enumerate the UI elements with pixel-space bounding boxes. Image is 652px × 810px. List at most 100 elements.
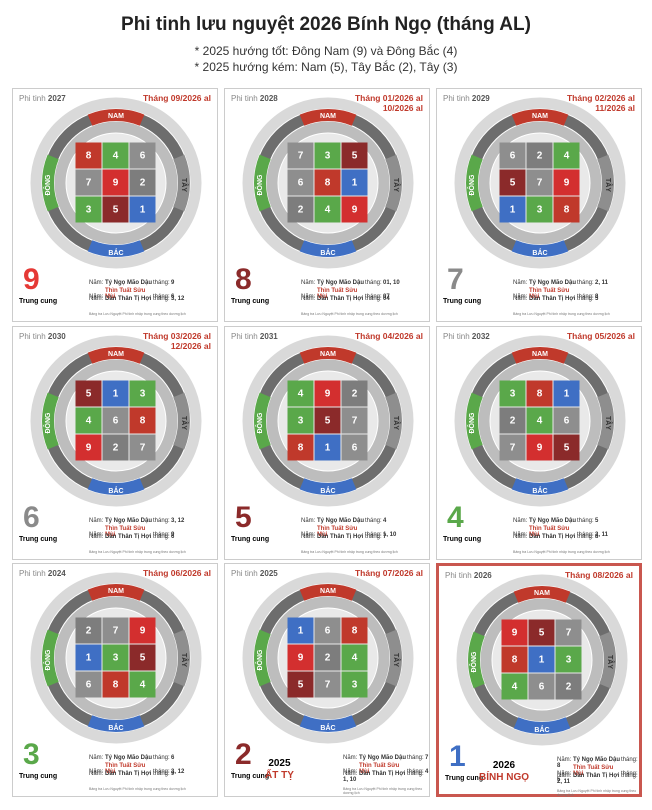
info-row: Năm: Tý Ngọ Mão Dậutháng: 8 <box>557 757 639 769</box>
info-row: Năm:Thìn Tuất Sửu Mùi tháng:6 <box>89 288 174 300</box>
grid-cell <box>129 617 156 644</box>
grid-number: 7 <box>510 443 516 454</box>
grid-cell <box>129 407 156 434</box>
ring-segment <box>299 240 357 257</box>
center-label: Trung cung <box>19 298 58 305</box>
ring-segment <box>42 154 59 212</box>
compass: NAM BẮC ĐÔNG TÂY 1 6 8 9 2 4 5 7 3 <box>241 571 415 745</box>
ring-segment <box>466 154 483 212</box>
info-row: Năm: Dần Thân Tị Hợi tháng:5 <box>513 296 598 302</box>
grid-cell <box>528 619 555 646</box>
grid-number: 4 <box>537 416 543 427</box>
ring-segment <box>385 629 402 687</box>
panel: Phi tinh 2028 Tháng 01/2026 al 10/2026 al N… <box>224 88 430 322</box>
compass-label: ĐÔNG <box>255 649 264 671</box>
grid-number: 7 <box>298 151 304 162</box>
ring-segment <box>254 154 271 212</box>
grid-cell <box>314 644 341 671</box>
grid-number: 3 <box>566 655 572 666</box>
grid-number: 9 <box>325 389 331 400</box>
year-label: Phi tinh 2030 <box>19 332 66 341</box>
grid-cell <box>287 434 314 461</box>
compass-label: BẮC <box>108 248 123 257</box>
ring-segment <box>173 629 190 687</box>
months: 7 <box>425 755 429 761</box>
months: 4 <box>383 518 387 524</box>
info-row: Năm:Thìn Tuất Sửu Mùi tháng: 5 <box>557 765 639 783</box>
branches: Thìn Tuất Sửu Mùi <box>105 288 146 300</box>
compass: NAM BẮC ĐÔNG TÂY 4 9 2 3 5 7 8 1 6 <box>241 334 415 508</box>
grid-number: 2 <box>140 178 146 189</box>
grid-cell <box>102 671 129 698</box>
panel: Phi tinh 2030 Tháng 03/2026 al 12/2026 al N… <box>12 326 218 560</box>
branches: Dần Thân Tị Hợi <box>317 296 364 302</box>
compass-label: TÂY <box>606 655 615 669</box>
grid-number: 8 <box>352 626 358 637</box>
grid-cell <box>526 407 553 434</box>
compass-label: NAM <box>532 113 548 120</box>
center-label: Trung cung <box>443 298 482 305</box>
compass-label: TÂY <box>392 416 401 430</box>
grid-cell <box>314 380 341 407</box>
months: 2, 11 <box>595 280 609 286</box>
grid-cell <box>102 407 129 434</box>
branches: Dần Thân Tị Hợi <box>573 773 620 779</box>
grid-number: 7 <box>537 178 543 189</box>
grid-cell <box>129 644 156 671</box>
label: tháng: <box>153 771 170 777</box>
compass: NAM BẮC ĐÔNG TÂY 3 8 1 2 4 6 7 9 5 <box>453 334 627 508</box>
label: Năm: <box>89 755 104 761</box>
months: 4 <box>425 769 429 775</box>
grid-cell <box>75 644 102 671</box>
month-line: Tháng 09/2026 al <box>142 93 211 103</box>
compass-label: ĐÔNG <box>43 174 52 196</box>
grid-cell <box>555 673 582 700</box>
badge-year: 2026 <box>492 760 516 771</box>
info-row: Năm:Thìn Tuất Sửu Mùi tháng:4 <box>343 763 428 775</box>
ring-segment <box>299 347 357 364</box>
grid-cell <box>75 671 102 698</box>
ring-segment <box>87 347 145 364</box>
grid-cell <box>499 380 526 407</box>
grid-number: 3 <box>113 653 119 664</box>
footnote: Bảng tra Lưu Nguyệt Phi tinh nhập trung … <box>557 789 637 797</box>
grid-number: 1 <box>298 626 304 637</box>
grid-number: 5 <box>325 416 331 427</box>
year: 2026 <box>473 571 492 580</box>
note: * 2025 hướng tốt: Đông Nam (9) và Đông B… <box>194 44 458 58</box>
branches: Dần Thân Tị Hợi <box>529 296 576 302</box>
label: Phi tinh <box>19 332 46 341</box>
compass: NAM BẮC ĐÔNG TÂY 9 5 7 8 1 3 4 6 2 <box>455 573 629 747</box>
label: tháng: <box>365 518 382 524</box>
months: 07 <box>383 294 390 300</box>
label: tháng: <box>407 769 424 775</box>
label: Năm: <box>513 518 528 524</box>
grid-number: 3 <box>537 205 543 216</box>
label: Năm: <box>513 280 528 286</box>
center-label: Trung cung <box>231 298 270 305</box>
label: tháng: <box>365 532 382 538</box>
year: 2028 <box>259 94 278 103</box>
compass-label: BẮC <box>532 486 547 495</box>
ring-segment <box>299 478 357 495</box>
months: 3, 12 <box>171 296 185 302</box>
label: tháng: <box>577 296 594 302</box>
info-row: Năm:Thìn Tuất Sửu Mùi tháng:07 <box>301 288 390 300</box>
grid-number: 7 <box>113 626 119 637</box>
badge-year: 2025 <box>268 758 291 769</box>
label: tháng: <box>577 532 594 538</box>
grid-cell <box>102 380 129 407</box>
grid-number: 8 <box>512 655 518 666</box>
months: 6 <box>171 294 175 300</box>
info-row: Năm: Tý Ngọ Mão Dậutháng:7 <box>343 755 428 761</box>
compass-label: TÂY <box>392 178 401 192</box>
compass-label: NAM <box>320 588 336 595</box>
ring-segment <box>87 715 145 732</box>
months: 2, 11 <box>557 779 571 785</box>
info-row: Năm: Dần Thân Tị Hợi tháng: 1, 10 <box>343 771 429 783</box>
grid-cell <box>75 434 102 461</box>
grid-number: 3 <box>325 151 331 162</box>
ring-segment <box>511 109 569 126</box>
year: 2032 <box>471 332 490 341</box>
grid-number: 5 <box>140 653 146 664</box>
